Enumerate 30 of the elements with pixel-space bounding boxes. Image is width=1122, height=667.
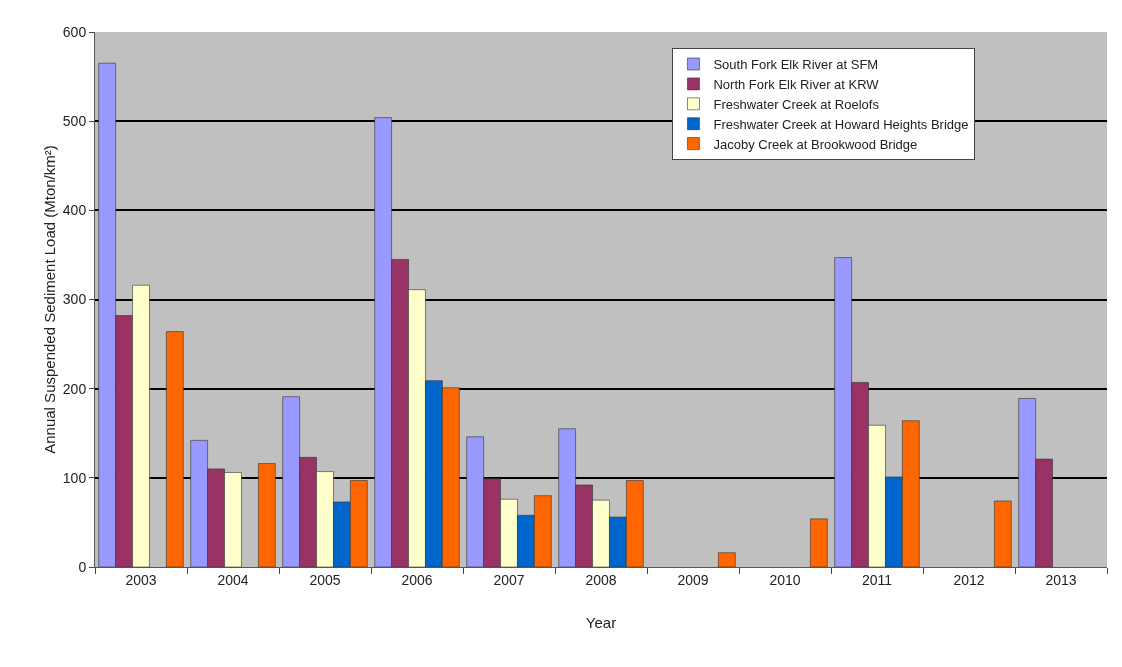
legend-label: Jacoby Creek at Brookwood Bridge [713, 136, 918, 152]
x-tick-label: 2010 [769, 571, 801, 588]
x-tick-label: 2006 [401, 571, 433, 588]
x-tick-label: 2011 [861, 571, 893, 588]
x-tick-label: 2013 [1045, 571, 1077, 588]
legend-label: South Fork Elk River at SFM [713, 57, 879, 73]
y-tick-label: 100 [62, 469, 87, 486]
y-tick-label: 0 [78, 558, 87, 575]
bar [718, 552, 736, 567]
y-axis-title: Annual Suspended Sediment Load (Mton/km²) [41, 145, 58, 454]
x-tick-label: 2012 [953, 571, 985, 588]
x-tick-label: 2008 [585, 571, 617, 588]
y-tick-label: 400 [62, 202, 87, 219]
bar [810, 518, 828, 567]
y-tick-label: 500 [62, 113, 87, 130]
legend-label: Freshwater Creek at Roelofs [713, 96, 880, 112]
bar [258, 463, 276, 567]
bar [166, 331, 184, 567]
x-axis-title: Year [585, 613, 617, 631]
legend-label: Freshwater Creek at Howard Heights Bridge [713, 116, 969, 132]
legend-label: North Fork Elk River at KRW [713, 76, 880, 92]
y-tick-label: 600 [62, 23, 87, 40]
bar [994, 500, 1012, 567]
x-tick-label: 2003 [125, 571, 157, 588]
x-tick-label: 2007 [493, 571, 525, 588]
y-tick-label: 200 [62, 380, 87, 397]
x-tick-label: 2009 [677, 571, 709, 588]
x-tick-label: 2004 [217, 571, 249, 588]
y-tick-label: 300 [62, 291, 87, 308]
x-tick-label: 2005 [309, 571, 341, 588]
